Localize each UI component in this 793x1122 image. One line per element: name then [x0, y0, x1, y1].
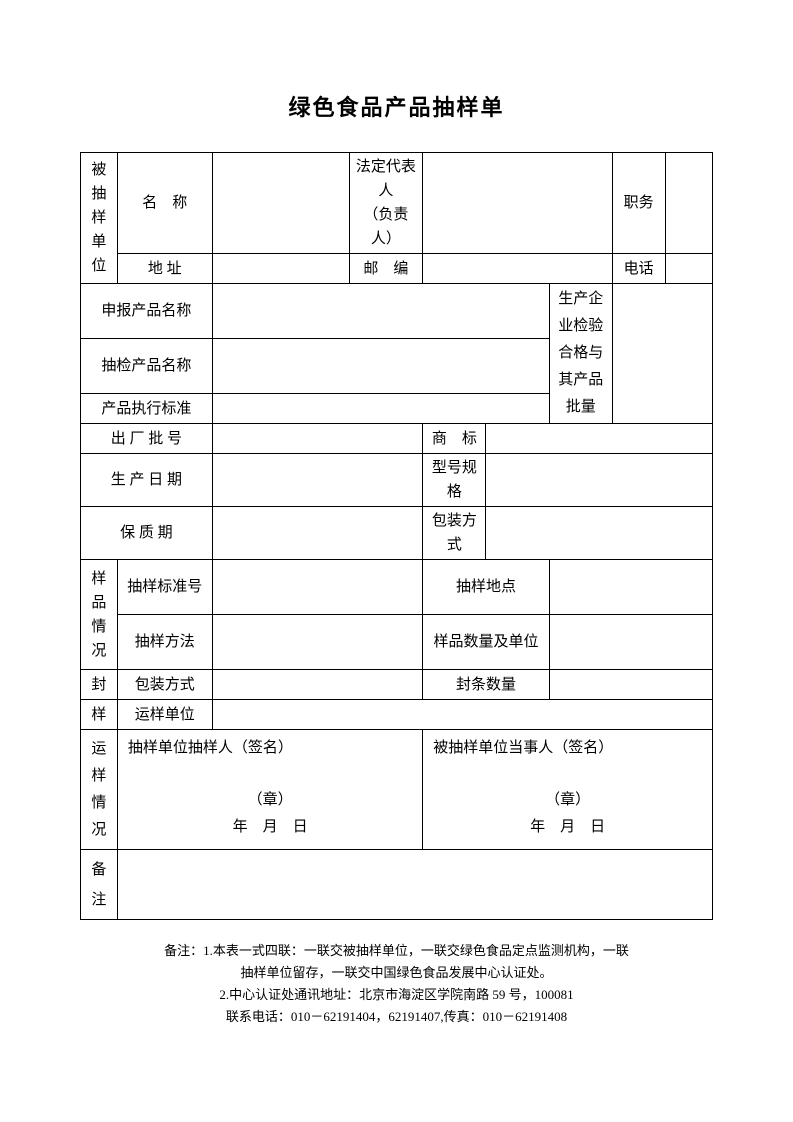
sample-qty-value[interactable]: [549, 615, 712, 670]
sampler-stamp: （章）: [118, 787, 422, 814]
postcode-value[interactable]: [423, 254, 613, 284]
carrier-label: 运样单位: [117, 700, 212, 730]
proddate-value[interactable]: [212, 454, 423, 507]
inspect-label: 生产企业检验合格与其产品批量: [549, 284, 612, 424]
seal-qty-value[interactable]: [549, 670, 712, 700]
legal-label: 法定代表人（负责人）: [349, 153, 423, 254]
carrier-value[interactable]: [212, 700, 712, 730]
declared-value[interactable]: [212, 284, 549, 339]
postcode-label: 邮 编: [349, 254, 423, 284]
seal-qty-label: 封条数量: [423, 670, 549, 700]
remark-label: 备注: [81, 850, 118, 920]
batch-value[interactable]: [212, 424, 423, 454]
remark-value[interactable]: [117, 850, 712, 920]
sample-section-label: 样品情况: [81, 560, 118, 670]
seal-label-2: 样: [81, 700, 118, 730]
unit-label: 被抽样单位: [81, 153, 118, 284]
seal-pack-label: 包装方式: [117, 670, 212, 700]
transport-label: 运样情况: [81, 730, 118, 850]
sample-stdno-label: 抽样标准号: [117, 560, 212, 615]
legal-value[interactable]: [423, 153, 613, 254]
pack-value[interactable]: [486, 507, 713, 560]
footer-line-1: 备注：1.本表一式四联：一联交被抽样单位，一联交绿色食品定点监测机构，一联: [110, 940, 683, 962]
party-signature-block[interactable]: 被抽样单位当事人（签名） （章） 年 月 日: [423, 730, 713, 850]
footer-line-2: 抽样单位留存，一联交中国绿色食品发展中心认证处。: [110, 962, 683, 984]
sampled-label: 抽检产品名称: [81, 339, 213, 394]
standard-label: 产品执行标准: [81, 394, 213, 424]
sample-method-label: 抽样方法: [117, 615, 212, 670]
sampled-value[interactable]: [212, 339, 549, 394]
proddate-label: 生 产 日 期: [81, 454, 213, 507]
spec-label: 型号规格: [423, 454, 486, 507]
declared-label: 申报产品名称: [81, 284, 213, 339]
pack-label: 包装方式: [423, 507, 486, 560]
name-label: 名 称: [117, 153, 212, 254]
sample-method-value[interactable]: [212, 615, 423, 670]
batch-label: 出 厂 批 号: [81, 424, 213, 454]
footer-line-4: 联系电话：010－62191404，62191407,传真：010－621914…: [110, 1006, 683, 1028]
party-sig-title: 被抽样单位当事人（签名）: [433, 736, 702, 760]
standard-value[interactable]: [212, 394, 549, 424]
addr-label: 地 址: [117, 254, 212, 284]
footer-notes: 备注：1.本表一式四联：一联交被抽样单位，一联交绿色食品定点监测机构，一联 抽样…: [80, 940, 713, 1028]
party-date: 年 月 日: [423, 814, 712, 841]
shelf-label: 保 质 期: [81, 507, 213, 560]
page-title: 绿色食品产品抽样单: [80, 90, 713, 122]
form-table: 被抽样单位 名 称 法定代表人（负责人） 职务 地 址 邮 编 电话 申报产品名…: [80, 152, 713, 920]
phone-label: 电话: [612, 254, 665, 284]
trademark-label: 商 标: [423, 424, 486, 454]
position-label: 职务: [612, 153, 665, 254]
seal-label-1: 封: [81, 670, 118, 700]
sampler-sig-title: 抽样单位抽样人（签名）: [128, 736, 412, 760]
inspect-value[interactable]: [612, 284, 712, 424]
position-value[interactable]: [665, 153, 713, 254]
sample-qty-label: 样品数量及单位: [423, 615, 549, 670]
spec-value[interactable]: [486, 454, 713, 507]
sampler-date: 年 月 日: [118, 814, 422, 841]
addr-value[interactable]: [212, 254, 349, 284]
seal-pack-value[interactable]: [212, 670, 423, 700]
sample-location-value[interactable]: [549, 560, 712, 615]
name-value[interactable]: [212, 153, 349, 254]
shelf-value[interactable]: [212, 507, 423, 560]
phone-value[interactable]: [665, 254, 713, 284]
footer-line-3: 2.中心认证处通讯地址：北京市海淀区学院南路 59 号，100081: [110, 984, 683, 1006]
sampler-signature-block[interactable]: 抽样单位抽样人（签名） （章） 年 月 日: [117, 730, 422, 850]
party-stamp: （章）: [423, 787, 712, 814]
sample-location-label: 抽样地点: [423, 560, 549, 615]
sample-stdno-value[interactable]: [212, 560, 423, 615]
trademark-value[interactable]: [486, 424, 713, 454]
